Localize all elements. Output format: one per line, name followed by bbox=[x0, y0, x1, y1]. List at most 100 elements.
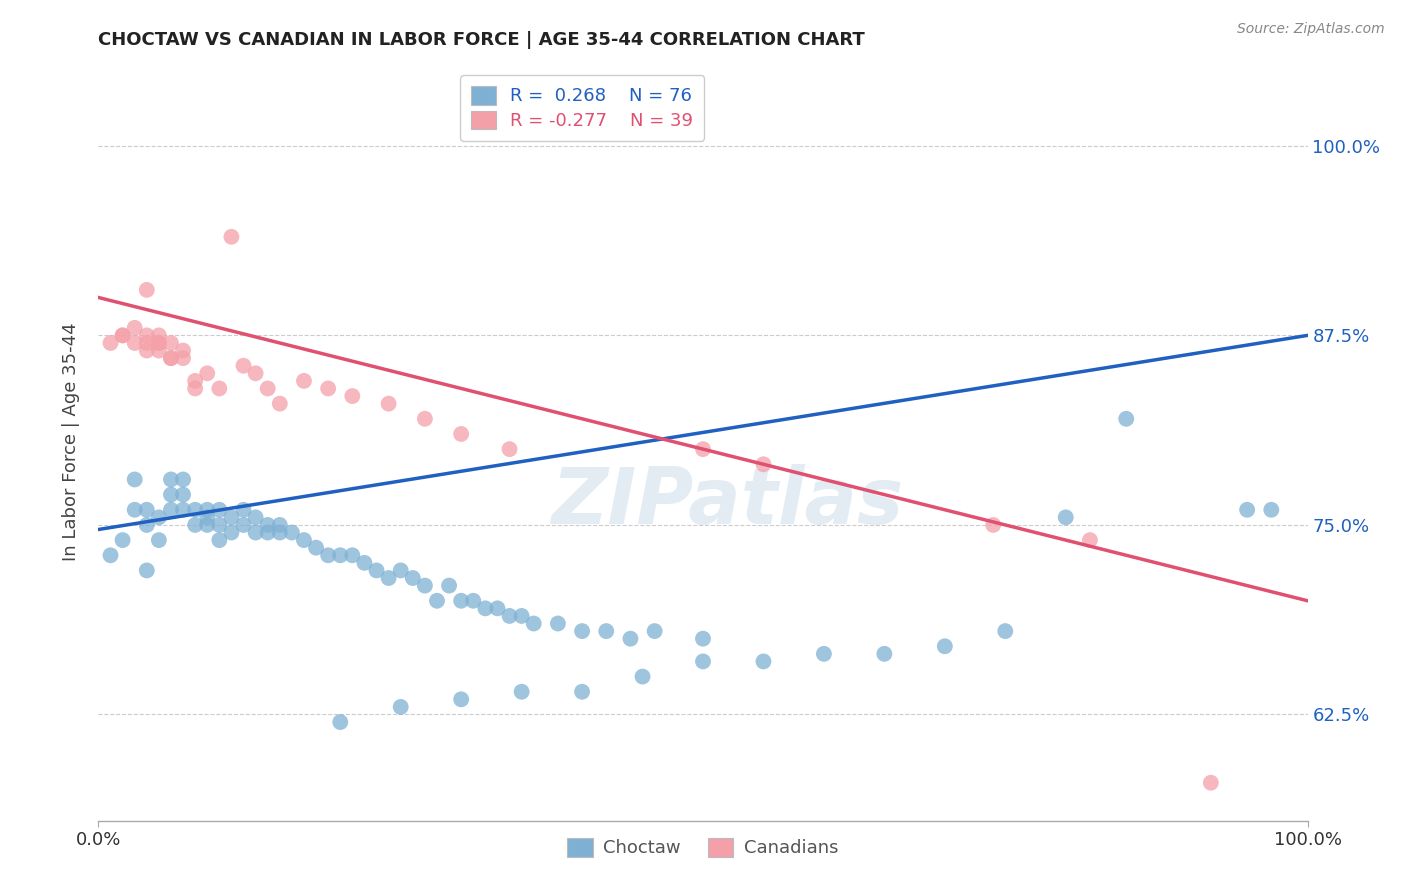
Point bbox=[124, 503, 146, 517]
Point bbox=[813, 647, 835, 661]
Point bbox=[172, 487, 194, 501]
Point bbox=[221, 230, 243, 244]
Point bbox=[195, 510, 218, 524]
Point bbox=[172, 472, 194, 486]
Point bbox=[135, 518, 157, 533]
Point bbox=[148, 533, 170, 548]
Point bbox=[571, 624, 593, 639]
Point bbox=[148, 328, 170, 343]
Point bbox=[486, 601, 509, 615]
Point bbox=[135, 503, 157, 517]
Point bbox=[269, 396, 291, 410]
Point bbox=[208, 382, 231, 396]
Point bbox=[292, 374, 315, 388]
Point bbox=[160, 351, 183, 366]
Point bbox=[232, 518, 254, 533]
Point bbox=[208, 518, 231, 533]
Text: Source: ZipAtlas.com: Source: ZipAtlas.com bbox=[1237, 22, 1385, 37]
Point bbox=[124, 336, 146, 351]
Point bbox=[595, 624, 617, 639]
Point bbox=[148, 343, 170, 358]
Point bbox=[100, 336, 122, 351]
Point bbox=[135, 343, 157, 358]
Point bbox=[245, 510, 267, 524]
Point bbox=[316, 382, 339, 396]
Point bbox=[413, 579, 436, 593]
Point bbox=[160, 351, 183, 366]
Text: CHOCTAW VS CANADIAN IN LABOR FORCE | AGE 35-44 CORRELATION CHART: CHOCTAW VS CANADIAN IN LABOR FORCE | AGE… bbox=[98, 31, 865, 49]
Point bbox=[692, 655, 714, 669]
Point bbox=[172, 503, 194, 517]
Point bbox=[571, 685, 593, 699]
Point bbox=[1199, 776, 1222, 790]
Point bbox=[221, 510, 243, 524]
Point bbox=[366, 564, 388, 578]
Point bbox=[413, 412, 436, 426]
Point bbox=[1078, 533, 1101, 548]
Point bbox=[305, 541, 328, 555]
Point bbox=[111, 328, 134, 343]
Point bbox=[510, 685, 533, 699]
Point bbox=[389, 564, 412, 578]
Point bbox=[160, 472, 183, 486]
Text: ZIPatlas: ZIPatlas bbox=[551, 464, 903, 541]
Point bbox=[342, 389, 364, 403]
Point bbox=[135, 283, 157, 297]
Point bbox=[256, 518, 278, 533]
Point bbox=[135, 328, 157, 343]
Point bbox=[450, 594, 472, 608]
Point bbox=[124, 472, 146, 486]
Point bbox=[498, 609, 520, 624]
Point bbox=[994, 624, 1017, 639]
Point bbox=[232, 359, 254, 373]
Point bbox=[498, 442, 520, 456]
Point bbox=[221, 525, 243, 540]
Point bbox=[353, 556, 375, 570]
Point bbox=[377, 396, 399, 410]
Point bbox=[1054, 510, 1077, 524]
Point bbox=[692, 442, 714, 456]
Point bbox=[523, 616, 546, 631]
Point bbox=[329, 715, 352, 730]
Point bbox=[195, 518, 218, 533]
Point bbox=[256, 525, 278, 540]
Point bbox=[195, 503, 218, 517]
Point bbox=[342, 548, 364, 563]
Point bbox=[245, 525, 267, 540]
Point bbox=[644, 624, 666, 639]
Point bbox=[281, 525, 304, 540]
Legend: Choctaw, Canadians: Choctaw, Canadians bbox=[560, 830, 846, 864]
Point bbox=[426, 594, 449, 608]
Point bbox=[245, 366, 267, 380]
Point bbox=[135, 564, 157, 578]
Point bbox=[329, 548, 352, 563]
Point bbox=[208, 503, 231, 517]
Point bbox=[934, 639, 956, 653]
Point bbox=[450, 692, 472, 706]
Point bbox=[208, 533, 231, 548]
Point bbox=[111, 533, 134, 548]
Point bbox=[463, 594, 485, 608]
Point bbox=[547, 616, 569, 631]
Point bbox=[752, 457, 775, 471]
Point bbox=[148, 336, 170, 351]
Point bbox=[316, 548, 339, 563]
Point bbox=[232, 503, 254, 517]
Point bbox=[1236, 503, 1258, 517]
Point bbox=[692, 632, 714, 646]
Point bbox=[148, 336, 170, 351]
Point bbox=[160, 336, 183, 351]
Point bbox=[389, 700, 412, 714]
Point bbox=[184, 503, 207, 517]
Point bbox=[269, 525, 291, 540]
Point bbox=[437, 579, 460, 593]
Point bbox=[135, 336, 157, 351]
Point bbox=[292, 533, 315, 548]
Point bbox=[111, 328, 134, 343]
Point bbox=[981, 518, 1004, 533]
Point bbox=[100, 548, 122, 563]
Point bbox=[752, 655, 775, 669]
Point bbox=[148, 510, 170, 524]
Point bbox=[184, 518, 207, 533]
Point bbox=[172, 351, 194, 366]
